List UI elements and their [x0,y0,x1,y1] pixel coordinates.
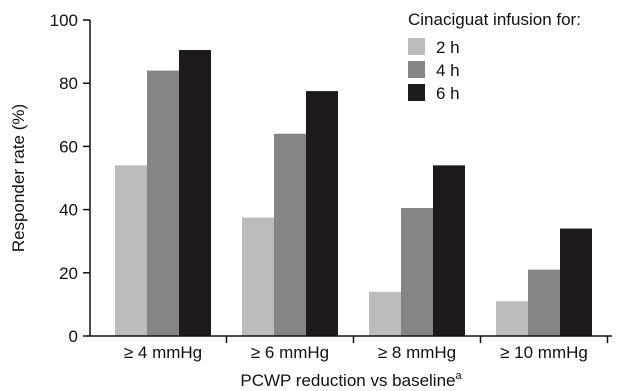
x-ticks-group: ≥ 4 mmHg ≥ 6 mmHg ≥ 8 mmHg ≥ 10 mmHg [124,336,609,362]
bar [147,70,179,336]
legend-swatch [408,61,425,78]
x-axis-title-text: PCWP reduction vs baseline [240,371,455,390]
legend: Cinaciguat infusion for: 2 h 4 h 6 h [408,10,581,103]
legend-label: 6 h [436,84,460,103]
bar [401,208,433,336]
axes-group [89,20,612,337]
bar [179,50,211,337]
y-tick-label: 80 [59,74,78,93]
x-category-label: ≥ 8 mmHg [378,343,456,362]
x-category-label: ≥ 4 mmHg [124,343,202,362]
y-axis-title: Responder rate (%) [9,104,28,252]
bar [560,228,592,336]
legend-label: 2 h [436,38,460,57]
x-category-label: ≥ 10 mmHg [500,343,588,362]
legend-swatch [408,38,425,55]
y-tick-label: 60 [59,137,78,156]
legend-label: 4 h [436,61,460,80]
bar [496,301,528,336]
bar [242,217,274,336]
bar [369,291,401,336]
y-tick-label: 100 [50,11,78,30]
y-ticks-group: 0 20 40 60 80 100 [50,11,90,346]
x-category-label: ≥ 6 mmHg [251,343,329,362]
bar [433,165,465,336]
bar [528,269,560,336]
x-axis-title-superscript: a [456,370,463,382]
bar [306,91,338,336]
y-tick-label: 0 [69,327,78,346]
legend-items: 2 h 4 h 6 h [408,38,460,103]
legend-swatch [408,84,425,101]
bar [274,133,306,336]
bar [115,165,147,336]
y-tick-label: 40 [59,201,78,220]
bars-group [115,50,592,337]
legend-title: Cinaciguat infusion for: [408,10,581,29]
x-axis-title: PCWP reduction vs baselinea [240,370,462,390]
y-tick-label: 20 [59,264,78,283]
